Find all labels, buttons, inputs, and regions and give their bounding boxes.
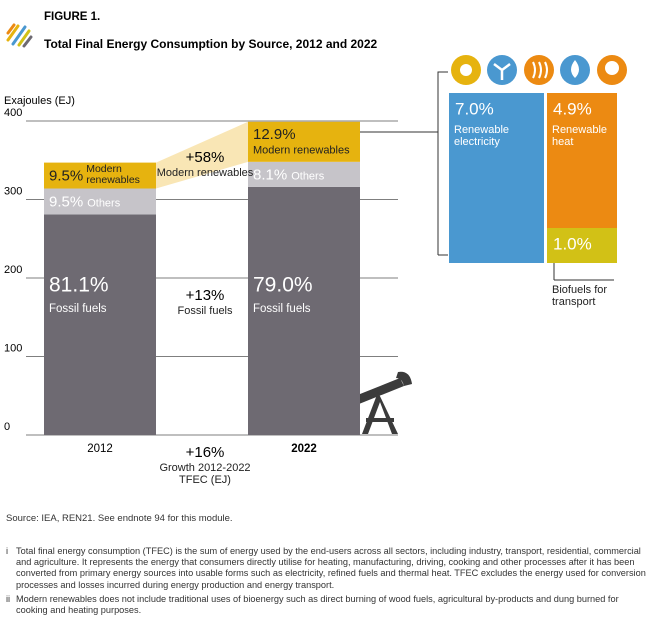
segment-name-box: Modern renewables <box>86 163 140 186</box>
oil-pump-icon <box>350 371 412 434</box>
chart-title: Total Final Energy Consumption by Source… <box>44 37 378 51</box>
growth-label-box: Growth 2012-2022 TFEC (EJ) <box>159 462 251 486</box>
bar-segment <box>248 121 360 162</box>
logo <box>6 23 33 48</box>
breakdown-label-box: Renewable electricity <box>454 124 510 148</box>
chart: FIGURE 1. Total Final Energy Consumption… <box>4 11 627 486</box>
breakdown-label: Biofuels for transport <box>552 284 608 308</box>
callout-line <box>360 71 448 133</box>
note-text: Modern renewables does not include tradi… <box>16 593 619 616</box>
breakdown-block <box>547 93 617 228</box>
value-label: 81.1% <box>49 274 109 297</box>
note-marker: i <box>6 546 9 556</box>
growth-connector <box>156 121 248 189</box>
y-axis-label: Exajoules (EJ) <box>4 95 75 107</box>
segment-name: Fossil fuels <box>253 303 311 315</box>
note: ii Modern renewables does not include tra… <box>6 594 646 616</box>
growth-label: Modern renewables <box>156 167 254 179</box>
breakdown-share: 7.0% <box>455 99 494 118</box>
icons <box>451 55 627 85</box>
growth-label-box: Fossil fuels <box>177 305 233 317</box>
breakdown-label-box: Biofuels for transport <box>552 284 608 308</box>
segment-name: Others <box>291 170 325 182</box>
x-tick-label: 2012 <box>87 443 113 455</box>
breakdown-share: 4.9% <box>553 99 592 118</box>
y-tick-label: 200 <box>4 264 22 276</box>
bar-segment <box>44 214 156 435</box>
value-label: 9.5% <box>49 193 83 210</box>
value-label: 12.9% <box>253 126 296 143</box>
growth-value: +16% <box>186 444 225 461</box>
bar-segment <box>248 186 360 435</box>
growth-label: Growth 2012-2022 TFEC (EJ) <box>159 462 251 486</box>
value-label: 8.1% <box>253 166 287 183</box>
bar-segment <box>44 188 156 215</box>
note-marker: ii <box>6 593 11 604</box>
figure-label: FIGURE 1. <box>44 11 100 23</box>
growth-label-box: Modern renewables <box>156 167 254 179</box>
value-label: 79.0% <box>253 274 313 297</box>
breakdown-block <box>547 228 617 263</box>
y-tick-label: 0 <box>4 421 10 433</box>
y-tick-label: 400 <box>4 107 22 119</box>
growth-value: +58% <box>186 149 225 166</box>
segment-name: Fossil fuels <box>49 303 107 315</box>
breakdown-label-box: Renewable heat <box>552 124 608 148</box>
x-tick-label: 2022 <box>291 443 317 455</box>
segment-name: Others <box>87 197 121 209</box>
note: i Total final energy consumption (TFEC) i… <box>6 546 646 591</box>
bar-segment <box>44 162 156 189</box>
growth-value: +13% <box>186 287 225 304</box>
y-tick-label: 100 <box>4 342 22 354</box>
y-tick-label: 300 <box>4 185 22 197</box>
breakdown-label: Renewable electricity <box>454 124 510 148</box>
note-text: Total final energy consumption (TFEC) is… <box>16 546 646 590</box>
segment-name: Modern renewables <box>253 145 350 157</box>
bar-segment <box>248 161 360 187</box>
value-label: 9.5% <box>49 168 83 185</box>
breakdown-share: 1.0% <box>553 234 592 253</box>
breakdown-label: Renewable heat <box>552 124 608 148</box>
growth-label: Fossil fuels <box>177 305 233 317</box>
breakdown-block <box>449 93 544 263</box>
segment-name: Modern renewables <box>86 163 140 186</box>
source: Source: IEA, REN21. See endnote 94 for t… <box>6 513 233 524</box>
notes: i Total final energy consumption (TFEC) i… <box>6 546 646 619</box>
